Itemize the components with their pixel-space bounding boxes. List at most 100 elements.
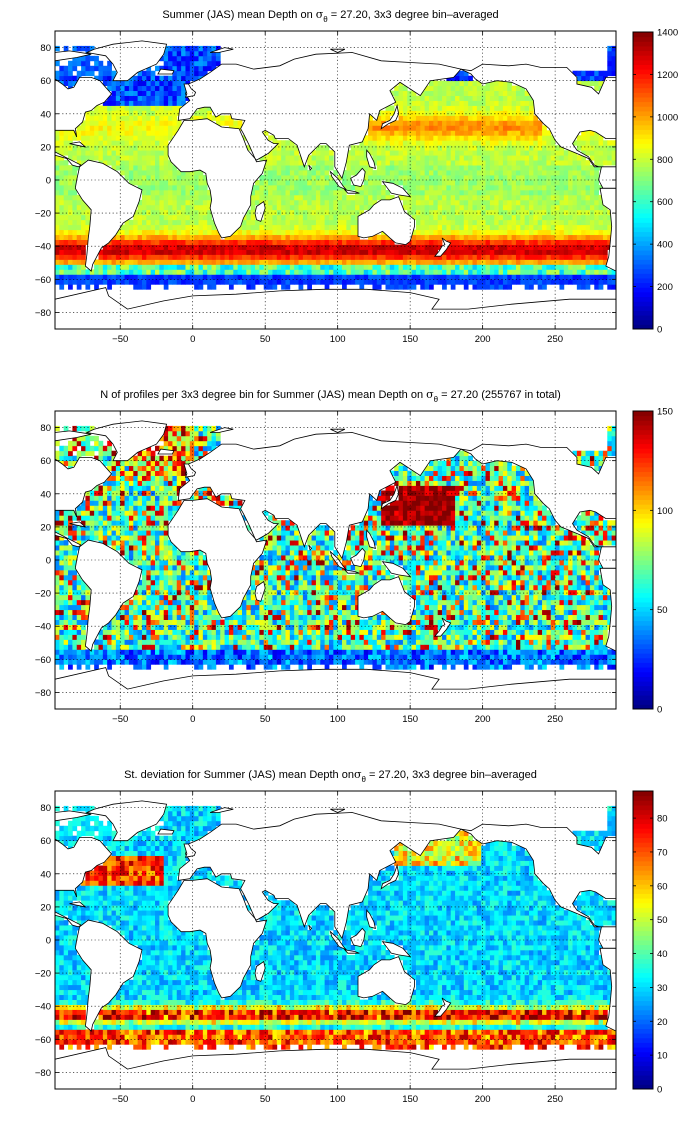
- heatmap-cell: [325, 225, 330, 230]
- heatmap-cell: [55, 205, 60, 210]
- heatmap-cell: [142, 279, 147, 284]
- heatmap-cell: [438, 150, 443, 155]
- heatmap-cell: [190, 185, 195, 190]
- heatmap-cell: [499, 250, 504, 255]
- heatmap-cell: [425, 279, 430, 284]
- heatmap-cell: [125, 170, 130, 175]
- heatmap-cell: [159, 250, 164, 255]
- heatmap-cell: [164, 175, 169, 180]
- heatmap-cell: [138, 220, 143, 225]
- heatmap-cell: [68, 550, 73, 555]
- heatmap-cell: [429, 235, 434, 240]
- heatmap-cell: [142, 654, 147, 659]
- heatmap-cell: [72, 274, 77, 279]
- heatmap-cell: [112, 644, 117, 649]
- heatmap-cell: [199, 225, 204, 230]
- heatmap-cell: [81, 255, 86, 260]
- heatmap-cell: [507, 175, 512, 180]
- heatmap-cell: [377, 165, 382, 170]
- heatmap-cell: [377, 269, 382, 274]
- heatmap-cell: [412, 110, 417, 115]
- heatmap-cell: [416, 210, 421, 215]
- heatmap-cell: [129, 255, 134, 260]
- heatmap-cell: [125, 91, 130, 96]
- heatmap-cell: [346, 165, 351, 170]
- heatmap-cell: [229, 120, 234, 125]
- heatmap-cell: [181, 66, 186, 71]
- heatmap-cell: [146, 120, 151, 125]
- heatmap-cell: [542, 200, 547, 205]
- heatmap-cell: [403, 135, 408, 140]
- heatmap-cell: [446, 205, 451, 210]
- heatmap-cell: [177, 235, 182, 240]
- heatmap-cell: [420, 155, 425, 160]
- heatmap-cell: [568, 190, 573, 195]
- heatmap-cell: [146, 550, 151, 555]
- heatmap-cell: [525, 170, 530, 175]
- heatmap-cell: [399, 96, 404, 101]
- heatmap-cell: [107, 81, 112, 86]
- heatmap-cell: [516, 264, 521, 269]
- heatmap-cell: [133, 520, 138, 525]
- heatmap-cell: [85, 525, 90, 530]
- heatmap-cell: [142, 500, 147, 505]
- heatmap-cell: [490, 284, 495, 289]
- colorbar-segment: [633, 143, 653, 148]
- heatmap-cell: [468, 125, 473, 130]
- heatmap-cell: [125, 120, 130, 125]
- heatmap-cell: [503, 269, 508, 274]
- heatmap-cell: [103, 639, 108, 644]
- heatmap-cell: [516, 170, 521, 175]
- heatmap-cell: [55, 210, 60, 215]
- heatmap-cell: [125, 500, 130, 505]
- heatmap-cell: [151, 259, 156, 264]
- heatmap-cell: [359, 269, 364, 274]
- heatmap-cell: [507, 86, 512, 91]
- heatmap-cell: [320, 160, 325, 165]
- heatmap-cell: [316, 279, 321, 284]
- heatmap-cell: [142, 240, 147, 245]
- heatmap-cell: [159, 180, 164, 185]
- heatmap-cell: [455, 269, 460, 274]
- heatmap-cell: [133, 140, 138, 145]
- heatmap-cell: [586, 160, 591, 165]
- heatmap-cell: [494, 190, 499, 195]
- heatmap-cell: [581, 175, 586, 180]
- heatmap-cell: [338, 264, 343, 269]
- heatmap-cell: [238, 235, 243, 240]
- heatmap-cell: [416, 101, 421, 106]
- heatmap-cell: [185, 225, 190, 230]
- heatmap-cell: [559, 175, 564, 180]
- heatmap-cell: [507, 259, 512, 264]
- heatmap-cell: [272, 205, 277, 210]
- heatmap-cell: [472, 101, 477, 106]
- heatmap-cell: [77, 205, 82, 210]
- heatmap-cell: [142, 481, 147, 486]
- heatmap-cell: [507, 240, 512, 245]
- heatmap-cell: [142, 115, 147, 120]
- heatmap-cell: [451, 284, 456, 289]
- heatmap-cell: [351, 245, 356, 250]
- heatmap-cell: [455, 195, 460, 200]
- heatmap-cell: [129, 540, 134, 545]
- heatmap-cell: [516, 205, 521, 210]
- heatmap-cell: [159, 240, 164, 245]
- heatmap-cell: [451, 145, 456, 150]
- heatmap-cell: [459, 205, 464, 210]
- heatmap-cell: [72, 76, 77, 81]
- heatmap-cell: [64, 200, 69, 205]
- heatmap-cell: [364, 190, 369, 195]
- heatmap-cell: [464, 235, 469, 240]
- heatmap-cell: [386, 150, 391, 155]
- heatmap-cell: [525, 230, 530, 235]
- heatmap-cell: [416, 180, 421, 185]
- heatmap-cell: [85, 269, 90, 274]
- heatmap-cell: [429, 230, 434, 235]
- heatmap-cell: [333, 230, 338, 235]
- heatmap-cell: [573, 190, 578, 195]
- heatmap-cell: [516, 255, 521, 260]
- heatmap-cell: [168, 125, 173, 130]
- heatmap-cell: [438, 125, 443, 130]
- heatmap-cell: [120, 125, 125, 130]
- heatmap-cell: [212, 230, 217, 235]
